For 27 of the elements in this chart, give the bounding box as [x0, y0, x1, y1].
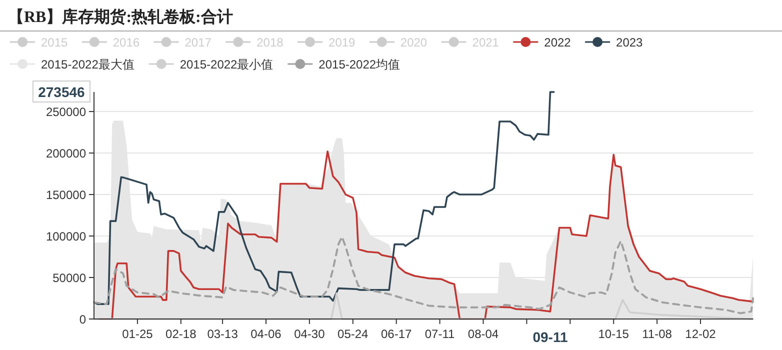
x-tick-label: 07-11 — [424, 327, 456, 341]
y-tick-label: 100000 — [46, 230, 86, 244]
legend-label: 2023 — [616, 36, 644, 50]
text: 273546 — [38, 84, 86, 100]
legend-label: 2022 — [544, 36, 572, 50]
text: 09-11 — [532, 329, 568, 345]
x-tick-label: 03-13 — [207, 327, 238, 341]
line-series — [93, 91, 555, 305]
legend-label: 2015-2022均值 — [318, 58, 400, 72]
x-tick-label: 04-06 — [250, 327, 282, 341]
x-tick-label: 01-25 — [122, 327, 154, 341]
legend-label: 2015-2022最小值 — [180, 58, 274, 72]
x-tick-label: 11-08 — [642, 327, 672, 341]
x-tick-label: 06-17 — [380, 327, 412, 341]
chart-title: 【RB】库存期货:热轧卷板:合计 — [8, 8, 233, 26]
legend-label: 2015-2022最大值 — [41, 58, 134, 72]
y-tick-label: 150000 — [46, 188, 86, 202]
y-tick-label: 200000 — [46, 146, 86, 161]
y-tick-label: 250000 — [46, 105, 86, 120]
x-tick-label: 05-24 — [338, 327, 369, 341]
x-tick-label: 04-30 — [294, 327, 326, 341]
x-tick-label: 02-18 — [166, 327, 197, 341]
x-tick-label: 12-02 — [685, 327, 716, 341]
x-tick-label: 08-04 — [468, 327, 499, 341]
y-tick-label: 0 — [79, 312, 86, 326]
x-tick-label: 10-15 — [598, 327, 630, 341]
y-tick-label: 50000 — [52, 271, 86, 286]
